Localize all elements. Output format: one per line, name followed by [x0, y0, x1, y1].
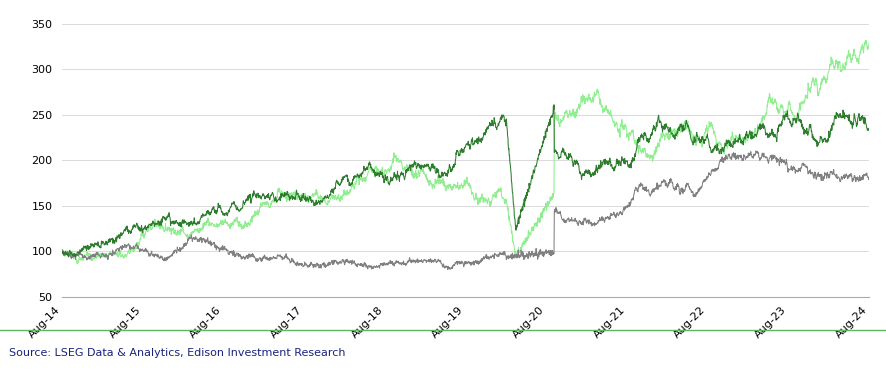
Text: Source: LSEG Data & Analytics, Edison Investment Research: Source: LSEG Data & Analytics, Edison In…	[9, 348, 345, 358]
